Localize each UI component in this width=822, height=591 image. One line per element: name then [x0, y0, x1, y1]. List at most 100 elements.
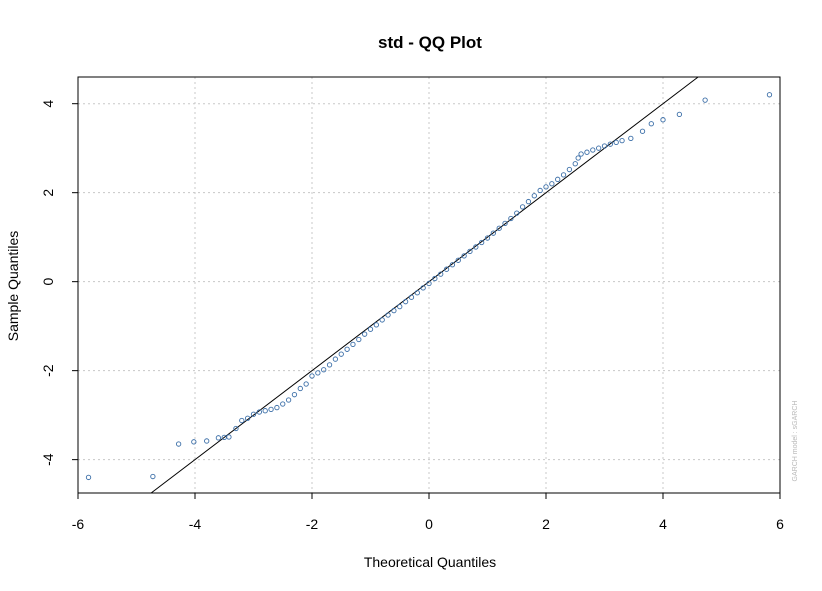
data-point: [244, 415, 251, 421]
data-point: [531, 193, 537, 199]
data-point: [613, 139, 619, 146]
data-point: [85, 474, 92, 481]
data-point: [676, 111, 683, 118]
data-point: [443, 266, 450, 272]
data-point: [508, 215, 514, 222]
data-point: [344, 346, 350, 352]
x-tick-label: -6: [72, 516, 85, 532]
data-point: [490, 230, 496, 236]
data-point: [338, 351, 344, 357]
data-point: [496, 225, 502, 231]
x-tick-label: 0: [425, 516, 433, 532]
data-point: [590, 147, 596, 153]
data-point: [285, 397, 292, 403]
data-point: [467, 248, 473, 255]
data-point: [332, 356, 339, 362]
data-point: [321, 367, 327, 373]
data-point: [660, 117, 666, 123]
data-point: [239, 417, 245, 424]
data-point: [373, 322, 379, 328]
x-tick-label: -4: [189, 516, 202, 532]
data-point: [402, 299, 409, 305]
data-point: [250, 411, 257, 417]
data-point: [639, 128, 646, 134]
data-point: [596, 145, 602, 151]
data-point: [473, 244, 479, 250]
y-tick-label: -4: [40, 453, 56, 466]
x-tick-label: 6: [776, 516, 784, 532]
reference-line: [150, 76, 699, 494]
data-point: [484, 235, 491, 241]
data-point: [619, 137, 625, 144]
data-point: [215, 435, 222, 441]
data-point: [367, 326, 374, 332]
data-point: [280, 401, 286, 407]
data-point: [766, 92, 773, 98]
data-point: [379, 317, 385, 323]
data-point: [607, 141, 613, 147]
data-point: [397, 303, 403, 310]
data-point: [315, 370, 321, 376]
data-point: [525, 198, 532, 205]
data-point: [150, 473, 156, 480]
y-axis: -4 -2 0 2 4: [40, 100, 78, 466]
data-point: [584, 149, 590, 155]
y-tick-label: 0: [40, 278, 56, 286]
data-point: [455, 257, 461, 263]
data-point: [326, 362, 333, 368]
data-point: [408, 294, 415, 300]
data-point: [502, 220, 508, 227]
y-tick-label: -2: [40, 364, 56, 377]
data-point: [537, 187, 543, 194]
data-point: [204, 438, 210, 444]
data-point: [297, 385, 303, 392]
data-point: [256, 409, 262, 415]
data-point: [449, 262, 456, 268]
model-watermark: GARCH model : sGARCH: [792, 401, 799, 482]
data-point: [555, 176, 561, 182]
data-point: [385, 312, 391, 318]
y-tick-label: 2: [40, 189, 56, 197]
data-point: [560, 172, 567, 178]
data-point: [303, 381, 309, 387]
data-point: [391, 307, 397, 314]
data-point: [414, 290, 420, 296]
data-point: [478, 239, 485, 246]
y-axis-label: Sample Quantiles: [5, 231, 21, 342]
data-points: [85, 92, 773, 481]
data-point: [233, 425, 239, 432]
data-point: [514, 210, 520, 216]
plot-frame: [77, 76, 781, 494]
data-point: [291, 392, 298, 398]
x-axis: -6 -4 -2 0 2 4 6: [72, 493, 784, 532]
x-axis-label: Theoretical Quantiles: [364, 554, 496, 570]
data-point: [702, 97, 708, 103]
data-point: [226, 434, 232, 440]
x-tick-label: -2: [306, 516, 319, 532]
data-point: [432, 275, 438, 282]
data-point: [361, 331, 368, 337]
chart-title: std - QQ Plot: [378, 33, 482, 52]
data-point: [420, 285, 426, 291]
data-point: [601, 143, 608, 149]
data-point: [519, 204, 526, 210]
data-point: [572, 161, 578, 167]
data-point: [356, 336, 362, 343]
data-point: [268, 406, 274, 413]
data-point: [309, 373, 315, 379]
data-point: [461, 253, 467, 259]
data-point: [175, 441, 182, 447]
data-point: [426, 280, 432, 287]
data-point: [648, 121, 654, 127]
data-point: [350, 341, 356, 348]
data-point: [438, 271, 444, 277]
data-point: [566, 166, 573, 173]
data-point: [628, 135, 634, 142]
y-tick-label: 4: [40, 100, 56, 108]
data-point: [274, 404, 280, 411]
data-point: [543, 184, 549, 190]
x-tick-label: 2: [542, 516, 550, 532]
x-tick-label: 4: [659, 516, 667, 532]
data-point: [549, 181, 555, 187]
